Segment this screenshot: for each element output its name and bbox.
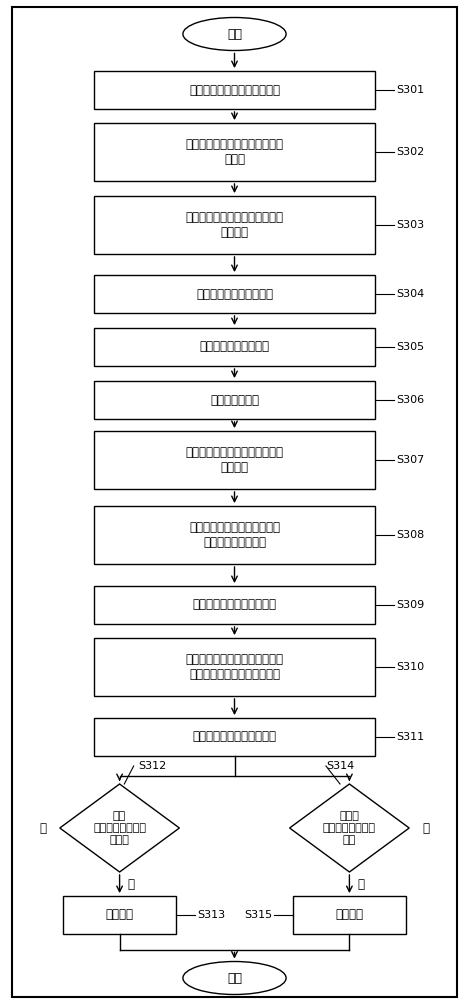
FancyBboxPatch shape (94, 71, 375, 109)
Text: 确定电池舱电解液发生泄漏: 确定电池舱电解液发生泄漏 (192, 598, 277, 611)
Text: 否: 否 (40, 822, 47, 834)
Ellipse shape (183, 17, 286, 50)
Text: S306: S306 (396, 395, 424, 405)
Text: 确定融合后的压力大于融合后
的温度下的压力阈值: 确定融合后的压力大于融合后 的温度下的压力阈值 (189, 521, 280, 549)
Text: 高温报警: 高温报警 (335, 908, 363, 922)
FancyBboxPatch shape (94, 196, 375, 254)
Text: S305: S305 (396, 342, 424, 352)
Text: 是: 是 (358, 878, 364, 890)
Text: S301: S301 (396, 85, 424, 95)
Ellipse shape (183, 962, 286, 994)
FancyBboxPatch shape (94, 431, 375, 489)
FancyBboxPatch shape (94, 718, 375, 756)
Text: S307: S307 (396, 455, 424, 465)
FancyBboxPatch shape (63, 896, 176, 934)
FancyBboxPatch shape (94, 328, 375, 366)
Text: 结束: 结束 (227, 972, 242, 984)
Text: S308: S308 (396, 530, 424, 540)
Polygon shape (289, 784, 409, 872)
FancyBboxPatch shape (94, 586, 375, 624)
FancyBboxPatch shape (94, 506, 375, 564)
Text: 是: 是 (128, 878, 135, 890)
Text: S311: S311 (396, 732, 424, 742)
FancyBboxPatch shape (293, 896, 406, 934)
Text: 确定被最多压力传感器支持且压
力数据最大的一个压力传感器: 确定被最多压力传感器支持且压 力数据最大的一个压力传感器 (186, 653, 283, 681)
Text: S309: S309 (396, 600, 424, 610)
Text: S315: S315 (244, 910, 272, 920)
FancyBboxPatch shape (94, 381, 375, 419)
Text: 高压报警: 高压报警 (106, 908, 134, 922)
Text: S302: S302 (396, 147, 424, 157)
Text: S313: S313 (197, 910, 225, 920)
FancyBboxPatch shape (94, 275, 375, 313)
Text: 融合后
的温度超过高温阈
值？: 融合后 的温度超过高温阈 值？ (323, 811, 376, 845)
FancyBboxPatch shape (94, 638, 375, 696)
Text: 获得多传感器的关系矩阵: 获得多传感器的关系矩阵 (196, 288, 273, 300)
Text: S310: S310 (396, 662, 424, 672)
Text: 融合
后的压力超过高压
阈值？: 融合 后的压力超过高压 阈值？ (93, 811, 146, 845)
Polygon shape (60, 784, 179, 872)
Text: 否: 否 (422, 822, 429, 834)
Text: 确定发生电解液泄漏的位置: 确定发生电解液泄漏的位置 (192, 730, 277, 744)
Text: 开始: 开始 (227, 27, 242, 40)
Text: S312: S312 (138, 761, 166, 771)
Text: 对有效温度数据和有效压力数据
进行融合: 对有效温度数据和有效压力数据 进行融合 (186, 446, 283, 474)
Text: 传感器失效报警: 传感器失效报警 (210, 393, 259, 406)
Text: S303: S303 (396, 220, 424, 230)
FancyBboxPatch shape (94, 123, 375, 181)
Text: S304: S304 (396, 289, 424, 299)
Text: S314: S314 (326, 761, 354, 771)
Text: 计算温度和压力的期望、方差和
均方差: 计算温度和压力的期望、方差和 均方差 (186, 138, 283, 166)
Text: 计算置信距离测度，并组成置信
距离矩阵: 计算置信距离测度，并组成置信 距离矩阵 (186, 211, 283, 239)
Text: 接收多个温度数据和压力数据: 接收多个温度数据和压力数据 (189, 84, 280, 97)
Text: 确定传感器有效或无效: 确定传感器有效或无效 (199, 340, 270, 354)
